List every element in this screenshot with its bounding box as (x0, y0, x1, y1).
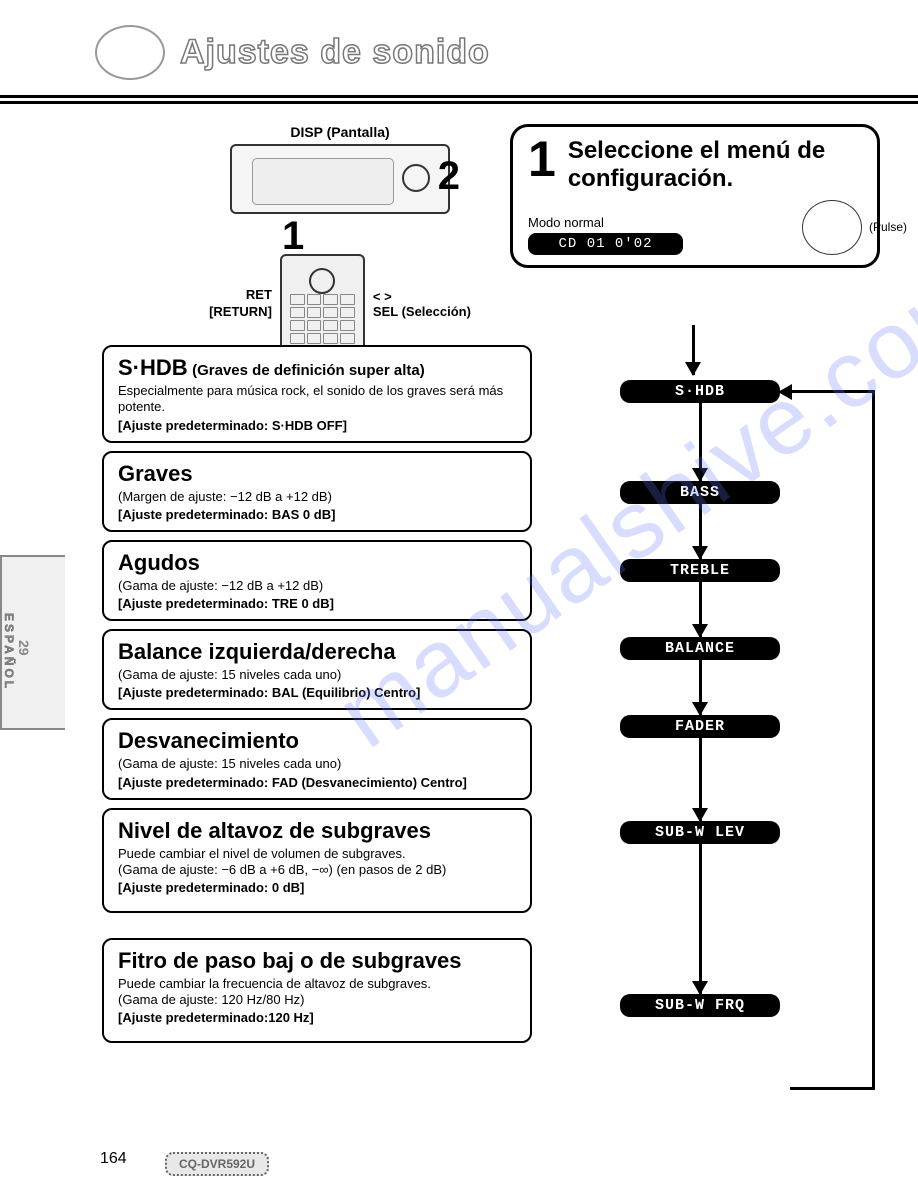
arrow-icon (699, 738, 702, 821)
arrow-icon (699, 844, 702, 994)
callout-2: 2 (438, 154, 460, 199)
setting-graves: Graves (Margen de ajuste: −12 dB a +12 d… (102, 451, 532, 532)
flow-subwfrq: SUB-W FRQ (620, 994, 780, 1017)
setting-subwfrq: Fitro de paso baj o de subgraves Puede c… (102, 938, 532, 1043)
lcd-display: CD 01 0'02 (528, 233, 683, 255)
flow-shdb: S·HDB (620, 380, 780, 403)
press-icon (802, 200, 862, 255)
arrow-icon (699, 582, 702, 637)
callout-1: 1 (282, 214, 304, 259)
setting-shdb: S·HDB (Graves de definición super alta) … (102, 345, 532, 443)
page-header: Ajustes de sonido (0, 0, 918, 90)
arrow-icon (699, 403, 702, 481)
flow-fader: FADER (620, 715, 780, 738)
arrow-icon (699, 504, 702, 559)
flow-column: S·HDB BASS TREBLE BALANCE FADER SUB-W LE… (620, 380, 780, 1017)
page-number: 164 (100, 1150, 127, 1168)
device-column: DISP (Pantalla) 1 2 RET [RETURN] < > SEL… (180, 124, 500, 354)
flow-bass: BASS (620, 481, 780, 504)
model-badge: CQ-DVR592U (165, 1152, 269, 1176)
disp-label: DISP (Pantalla) (180, 124, 500, 140)
arrow-icon (699, 660, 702, 715)
flow-treble: TREBLE (620, 559, 780, 582)
header-icon (95, 25, 165, 80)
flow-balance: BALANCE (620, 637, 780, 660)
language-tab: ESPAÑOL 29 (0, 555, 65, 730)
car-stereo-device: 1 2 (230, 144, 450, 214)
setting-agudos: Agudos (Gama de ajuste: −12 dB a +12 dB)… (102, 540, 532, 621)
sel-label: < > SEL (Selección) (373, 289, 471, 319)
step1-text: Seleccione el menú de configuración. (568, 137, 862, 192)
remote-row: RET [RETURN] < > SEL (Selección) (180, 254, 500, 354)
setting-subwlev: Nivel de altavoz de subgraves Puede camb… (102, 808, 532, 913)
settings-column: S·HDB (Graves de definición super alta) … (102, 345, 532, 1051)
top-region: DISP (Pantalla) 1 2 RET [RETURN] < > SEL… (0, 124, 918, 354)
mode-label: Modo normal (528, 215, 683, 230)
setting-fader: Desvanecimiento (Gama de ajuste: 15 nive… (102, 718, 532, 799)
loop-arrow-icon (778, 384, 792, 400)
header-rules (0, 95, 918, 104)
pulse-label: (Pulse) (869, 220, 907, 234)
remote-control-icon (280, 254, 365, 354)
loop-line (872, 390, 875, 1090)
step1-number: 1 (528, 137, 556, 182)
ret-label: RET [RETURN] (209, 287, 272, 321)
start-arrow (692, 325, 695, 375)
setting-balance: Balance izquierda/derecha (Gama de ajust… (102, 629, 532, 710)
flow-subwlev: SUB-W LEV (620, 821, 780, 844)
step1-box: 1 Seleccione el menú de configuración. M… (510, 124, 880, 268)
page-title: Ajustes de sonido (180, 33, 490, 72)
